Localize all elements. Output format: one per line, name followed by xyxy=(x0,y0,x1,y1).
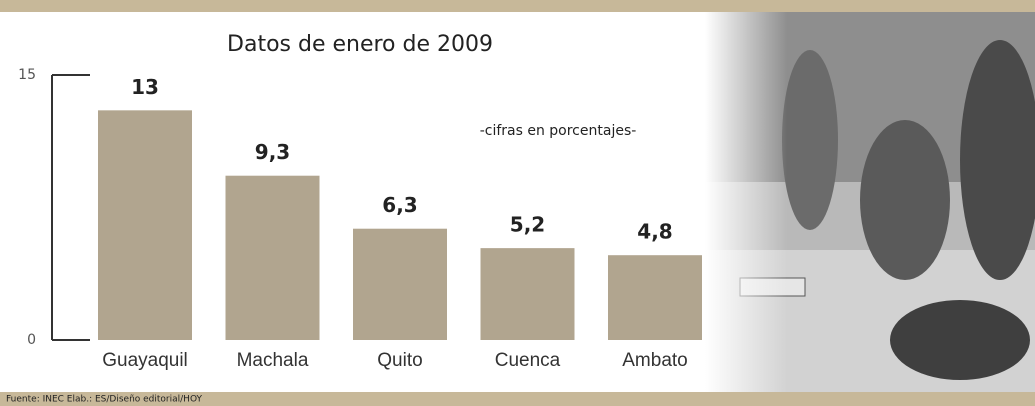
x-tick-label: Cuenca xyxy=(495,350,561,371)
bar xyxy=(225,175,320,340)
footer-strip xyxy=(0,392,1035,406)
x-tick-label: Ambato xyxy=(622,350,687,371)
value-label: 5,2 xyxy=(510,213,545,237)
x-tick-label: Quito xyxy=(377,350,422,371)
x-tick-label: Guayaquil xyxy=(102,350,188,371)
bar xyxy=(608,255,702,340)
x-tick-label: Machala xyxy=(237,350,309,371)
value-label: 9,3 xyxy=(255,140,290,164)
value-label: 6,3 xyxy=(382,193,417,217)
bar xyxy=(353,228,447,340)
value-label: 13 xyxy=(131,75,159,99)
header-strip xyxy=(0,0,1035,12)
bar xyxy=(480,248,575,340)
y-tick-label: 0 xyxy=(27,332,36,348)
annotation: -cifras en porcentajes- xyxy=(480,123,637,139)
bar xyxy=(98,110,192,340)
value-label: 4,8 xyxy=(637,220,672,244)
photo xyxy=(705,12,1035,392)
y-tick-label: 15 xyxy=(18,67,36,83)
chart-title: Datos de enero de 2009 xyxy=(227,32,493,57)
source: Fuente: INEC Elab.: ES/Diseño editorial/… xyxy=(6,395,203,405)
